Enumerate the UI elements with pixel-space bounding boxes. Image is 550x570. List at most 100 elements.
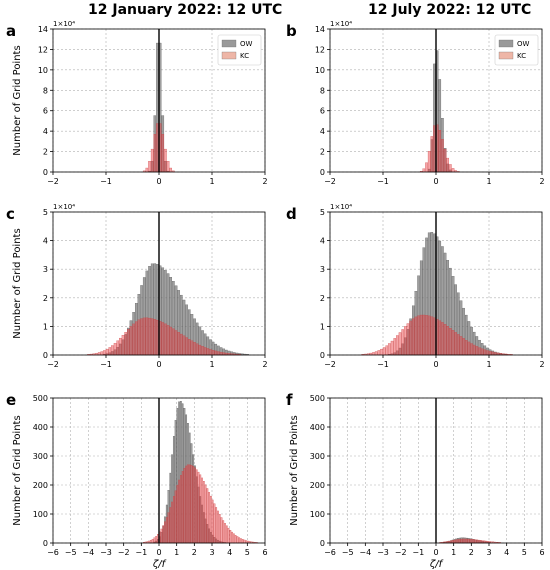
- panel-label: d: [286, 205, 297, 223]
- bar-kc: [169, 507, 172, 544]
- bar-kc: [467, 341, 471, 356]
- bar-kc: [220, 517, 223, 544]
- x-tick-label: −6: [324, 548, 336, 557]
- y-tick-label: 2: [43, 294, 48, 303]
- bar-kc: [134, 321, 138, 356]
- x-tick-label: −1: [135, 548, 147, 557]
- bar-kc: [433, 125, 436, 173]
- y-tick-label: 3: [320, 265, 325, 274]
- y-axis-label: Number of Grid Points: [289, 415, 300, 525]
- bar-kc: [197, 471, 200, 544]
- x-tick-label: 2: [192, 548, 197, 557]
- bar-kc: [183, 467, 186, 544]
- bar-kc: [382, 347, 386, 356]
- bar-kc: [425, 162, 428, 173]
- y-tick-label: 500: [310, 394, 325, 403]
- y-axis-label: Number of Grid Points: [12, 45, 23, 155]
- bar-kc: [153, 537, 156, 544]
- bar-kc: [172, 328, 175, 356]
- bar-kc: [176, 484, 179, 544]
- bar-kc: [194, 467, 196, 544]
- bar-kc: [455, 539, 457, 544]
- bar-kc: [155, 536, 157, 544]
- bar-kc: [103, 350, 106, 356]
- bar-kc: [148, 317, 151, 356]
- bar-kc: [491, 351, 495, 356]
- bar-kc: [377, 350, 381, 356]
- x-tick-label: 1: [209, 177, 214, 186]
- bar-kc: [150, 539, 152, 544]
- y-tick-label: 8: [43, 86, 48, 95]
- bar-kc: [153, 134, 157, 173]
- x-tick-label: 0: [156, 360, 161, 369]
- legend: OW KC: [217, 34, 262, 66]
- x-tick-label: −2: [324, 360, 336, 369]
- bar-kc: [233, 533, 235, 544]
- bar-kc: [164, 521, 166, 544]
- x-tick-label: −6: [47, 548, 59, 557]
- bar-kc: [425, 315, 428, 356]
- bar-kc: [127, 329, 130, 356]
- legend-swatch-kc: [221, 51, 237, 60]
- bar-kc: [169, 167, 173, 173]
- bar-kc: [132, 323, 135, 356]
- bar-kc: [113, 343, 117, 356]
- y-tick-label: 4: [43, 127, 48, 136]
- legend-swatch-ow: [498, 39, 514, 48]
- bar-kc: [483, 349, 487, 356]
- bar-kc: [121, 335, 125, 356]
- bar-kc: [201, 477, 203, 544]
- x-tick-label: 0: [156, 548, 161, 557]
- bar-kc: [430, 136, 434, 173]
- bar-kc: [229, 530, 232, 544]
- y-tick-label: 4: [320, 237, 325, 246]
- bar-kc: [129, 326, 133, 356]
- bar-kc: [203, 347, 207, 356]
- y-tick-label: 3: [43, 265, 48, 274]
- scale-label: 1×10⁴: [330, 20, 352, 28]
- bar-kc: [203, 481, 205, 544]
- bar-kc: [187, 339, 191, 356]
- bar-kc: [190, 465, 193, 544]
- x-tick-label: 2: [262, 177, 267, 186]
- bar-kc: [430, 316, 434, 356]
- bar-kc: [459, 336, 463, 356]
- bar-kc: [467, 538, 470, 544]
- bar-kc: [380, 348, 383, 356]
- y-tick-label: 200: [33, 481, 48, 490]
- bar-kc: [161, 134, 165, 173]
- y-tick-label: 1: [320, 322, 325, 331]
- scale-label: 1×10⁴: [53, 203, 75, 211]
- bar-kc: [206, 488, 209, 544]
- y-tick-label: 6: [320, 107, 325, 116]
- y-tick-label: 14: [38, 25, 48, 34]
- bar-kc: [241, 539, 244, 544]
- bar-kc: [451, 168, 455, 173]
- bar-kc: [398, 332, 402, 356]
- bar-kc: [243, 539, 246, 544]
- x-tick-label: 4: [227, 548, 232, 557]
- y-tick-label: 4: [320, 127, 325, 136]
- bar-kc: [411, 318, 415, 356]
- bar-kc: [478, 347, 481, 356]
- bar-kc: [480, 540, 482, 544]
- y-tick-label: 2: [320, 148, 325, 157]
- bar-kc: [185, 337, 188, 356]
- y-tick-label: 8: [320, 86, 325, 95]
- bar-kc: [480, 348, 484, 356]
- bar-kc: [153, 319, 157, 356]
- bar-kc: [438, 130, 442, 173]
- bar-kc: [464, 340, 468, 356]
- bar-kc: [116, 340, 119, 356]
- bar-kc: [165, 517, 168, 544]
- x-tick-label: −2: [47, 177, 59, 186]
- bar-kc: [209, 349, 212, 356]
- y-axis-label: Number of Grid Points: [12, 228, 23, 338]
- bar-kc: [208, 492, 210, 544]
- bar-kc: [206, 348, 210, 356]
- x-tick-label: 1: [486, 177, 491, 186]
- y-tick-label: 300: [310, 452, 325, 461]
- x-tick-label: 3: [486, 548, 491, 557]
- bar-kc: [224, 523, 226, 544]
